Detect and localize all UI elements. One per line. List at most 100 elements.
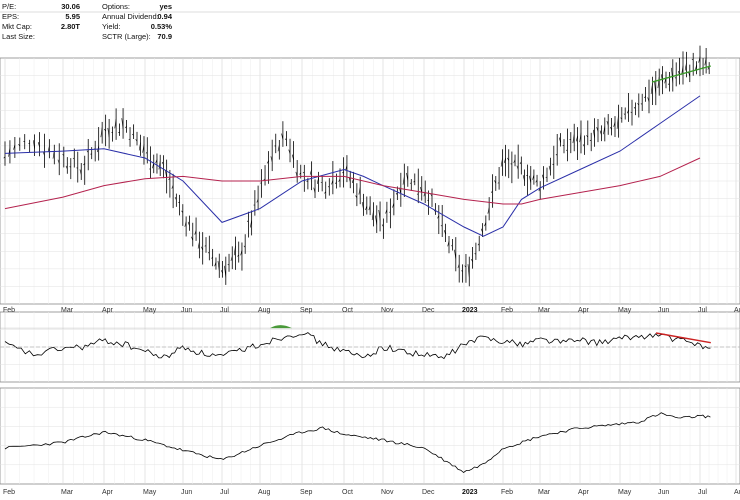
price-bar-open — [461, 270, 463, 272]
x-tick-label: Jul — [220, 307, 229, 314]
price-bar-open — [57, 159, 60, 164]
price-bar-open — [32, 140, 35, 149]
price-bar-open — [165, 169, 167, 178]
price-bar-open — [302, 171, 305, 174]
series-oscillator — [4, 332, 711, 360]
price-bar-open — [342, 171, 344, 174]
price-bar-open — [467, 264, 470, 278]
price-bar-open — [552, 163, 554, 166]
x-tick-label: Jun — [181, 307, 192, 314]
price-bar-open — [494, 180, 497, 184]
price-bar-open — [233, 245, 236, 256]
price-bar-open — [72, 157, 75, 159]
price-bar-open — [37, 142, 40, 147]
x-tick-label: Feb — [501, 307, 513, 314]
price-bar-open — [194, 230, 197, 235]
price-bar-open — [413, 180, 415, 183]
price-bar-open — [138, 142, 141, 151]
price-bar-open — [316, 177, 319, 184]
price-bar-open — [474, 253, 477, 255]
price-bar-open — [613, 121, 616, 127]
x-tick-label: Jun — [658, 307, 669, 314]
stat-label: Annual Dividend: — [102, 12, 159, 21]
price-bar-open — [576, 135, 578, 142]
x-tick-label: Dec — [422, 307, 435, 314]
x-tick-label: 2023 — [462, 307, 478, 314]
price-bar-open — [430, 194, 433, 197]
price-bar-open — [191, 236, 194, 241]
price-bar-open — [637, 103, 640, 106]
x-tick-label: Nov — [381, 489, 394, 496]
stat-value: 30.06 — [61, 2, 80, 11]
price-bar-open — [464, 265, 467, 268]
price-bar-open — [640, 103, 643, 105]
price-bar-open — [132, 133, 134, 136]
price-bar-open — [224, 265, 227, 278]
price-bar-open — [161, 161, 164, 165]
price-bar-open — [13, 144, 16, 150]
x-tick-label: Jun — [658, 489, 669, 496]
price-bar-open — [516, 165, 519, 170]
stat-label: Last Size: — [2, 32, 35, 41]
price-bar-open — [79, 169, 82, 175]
price-bar-open — [378, 209, 381, 221]
price-bar-open — [519, 161, 522, 165]
price-bar-open — [409, 182, 412, 184]
price-bar-open — [246, 220, 249, 223]
price-bar-open — [187, 221, 190, 226]
price-bar-open — [284, 138, 287, 141]
price-bar-open — [644, 96, 646, 99]
price-bar-open — [392, 202, 395, 208]
price-bar-open — [586, 135, 589, 138]
price-bar-open — [593, 129, 595, 138]
price-bar-open — [121, 118, 124, 129]
stat-value: 5.95 — [65, 12, 80, 21]
x-tick-label: Nov — [381, 307, 394, 314]
stat-label: EPS: — [2, 12, 20, 21]
price-bar-open — [240, 249, 243, 256]
x-tick-label: Apr — [102, 307, 114, 314]
price-bar-open — [361, 202, 364, 210]
price-bar-open — [227, 263, 230, 266]
series-trendline — [655, 332, 711, 344]
price-bar-open — [83, 163, 85, 166]
price-bar-open — [338, 178, 341, 182]
price-bar-open — [263, 178, 266, 180]
price-bar-open — [142, 144, 145, 153]
price-bar-open — [440, 225, 443, 227]
price-bar-open — [406, 172, 409, 181]
price-bar-open — [299, 172, 301, 175]
x-tick-label: Mar — [538, 489, 551, 496]
price-bar-open — [365, 205, 368, 211]
price-bar-open — [152, 162, 155, 169]
x-tick-label: May — [143, 307, 157, 314]
price-bar-open — [437, 215, 440, 219]
price-bar-open — [623, 113, 626, 115]
price-bar-open — [691, 58, 694, 61]
price-bar-open — [633, 106, 636, 110]
x-tick-label: Aug — [258, 489, 271, 496]
price-bar-open — [331, 180, 334, 185]
price-bar-open — [135, 139, 138, 142]
x-tick-label: May — [618, 489, 632, 496]
price-bar-open — [616, 115, 619, 129]
price-bar-open — [596, 127, 599, 132]
price-bar-open — [295, 171, 298, 178]
price-bar-open — [8, 147, 11, 157]
price-bar-open — [395, 192, 398, 196]
price-bar-open — [197, 241, 200, 249]
price-bar-open — [267, 160, 269, 164]
price-bar-open — [480, 228, 483, 233]
price-bar-open — [47, 146, 50, 153]
price-bar-open — [674, 77, 677, 79]
price-bar-open — [181, 210, 184, 213]
price-bar-open — [128, 138, 131, 140]
price-bar-open — [23, 140, 25, 143]
price-bar-open — [201, 246, 203, 251]
price-bar-open — [114, 118, 117, 129]
stat-value: 0.94 — [157, 12, 172, 21]
stat-value: 70.9 — [157, 32, 172, 41]
price-bar-open — [457, 264, 460, 268]
price-bar-open — [230, 256, 233, 261]
price-bar-open — [484, 222, 487, 227]
